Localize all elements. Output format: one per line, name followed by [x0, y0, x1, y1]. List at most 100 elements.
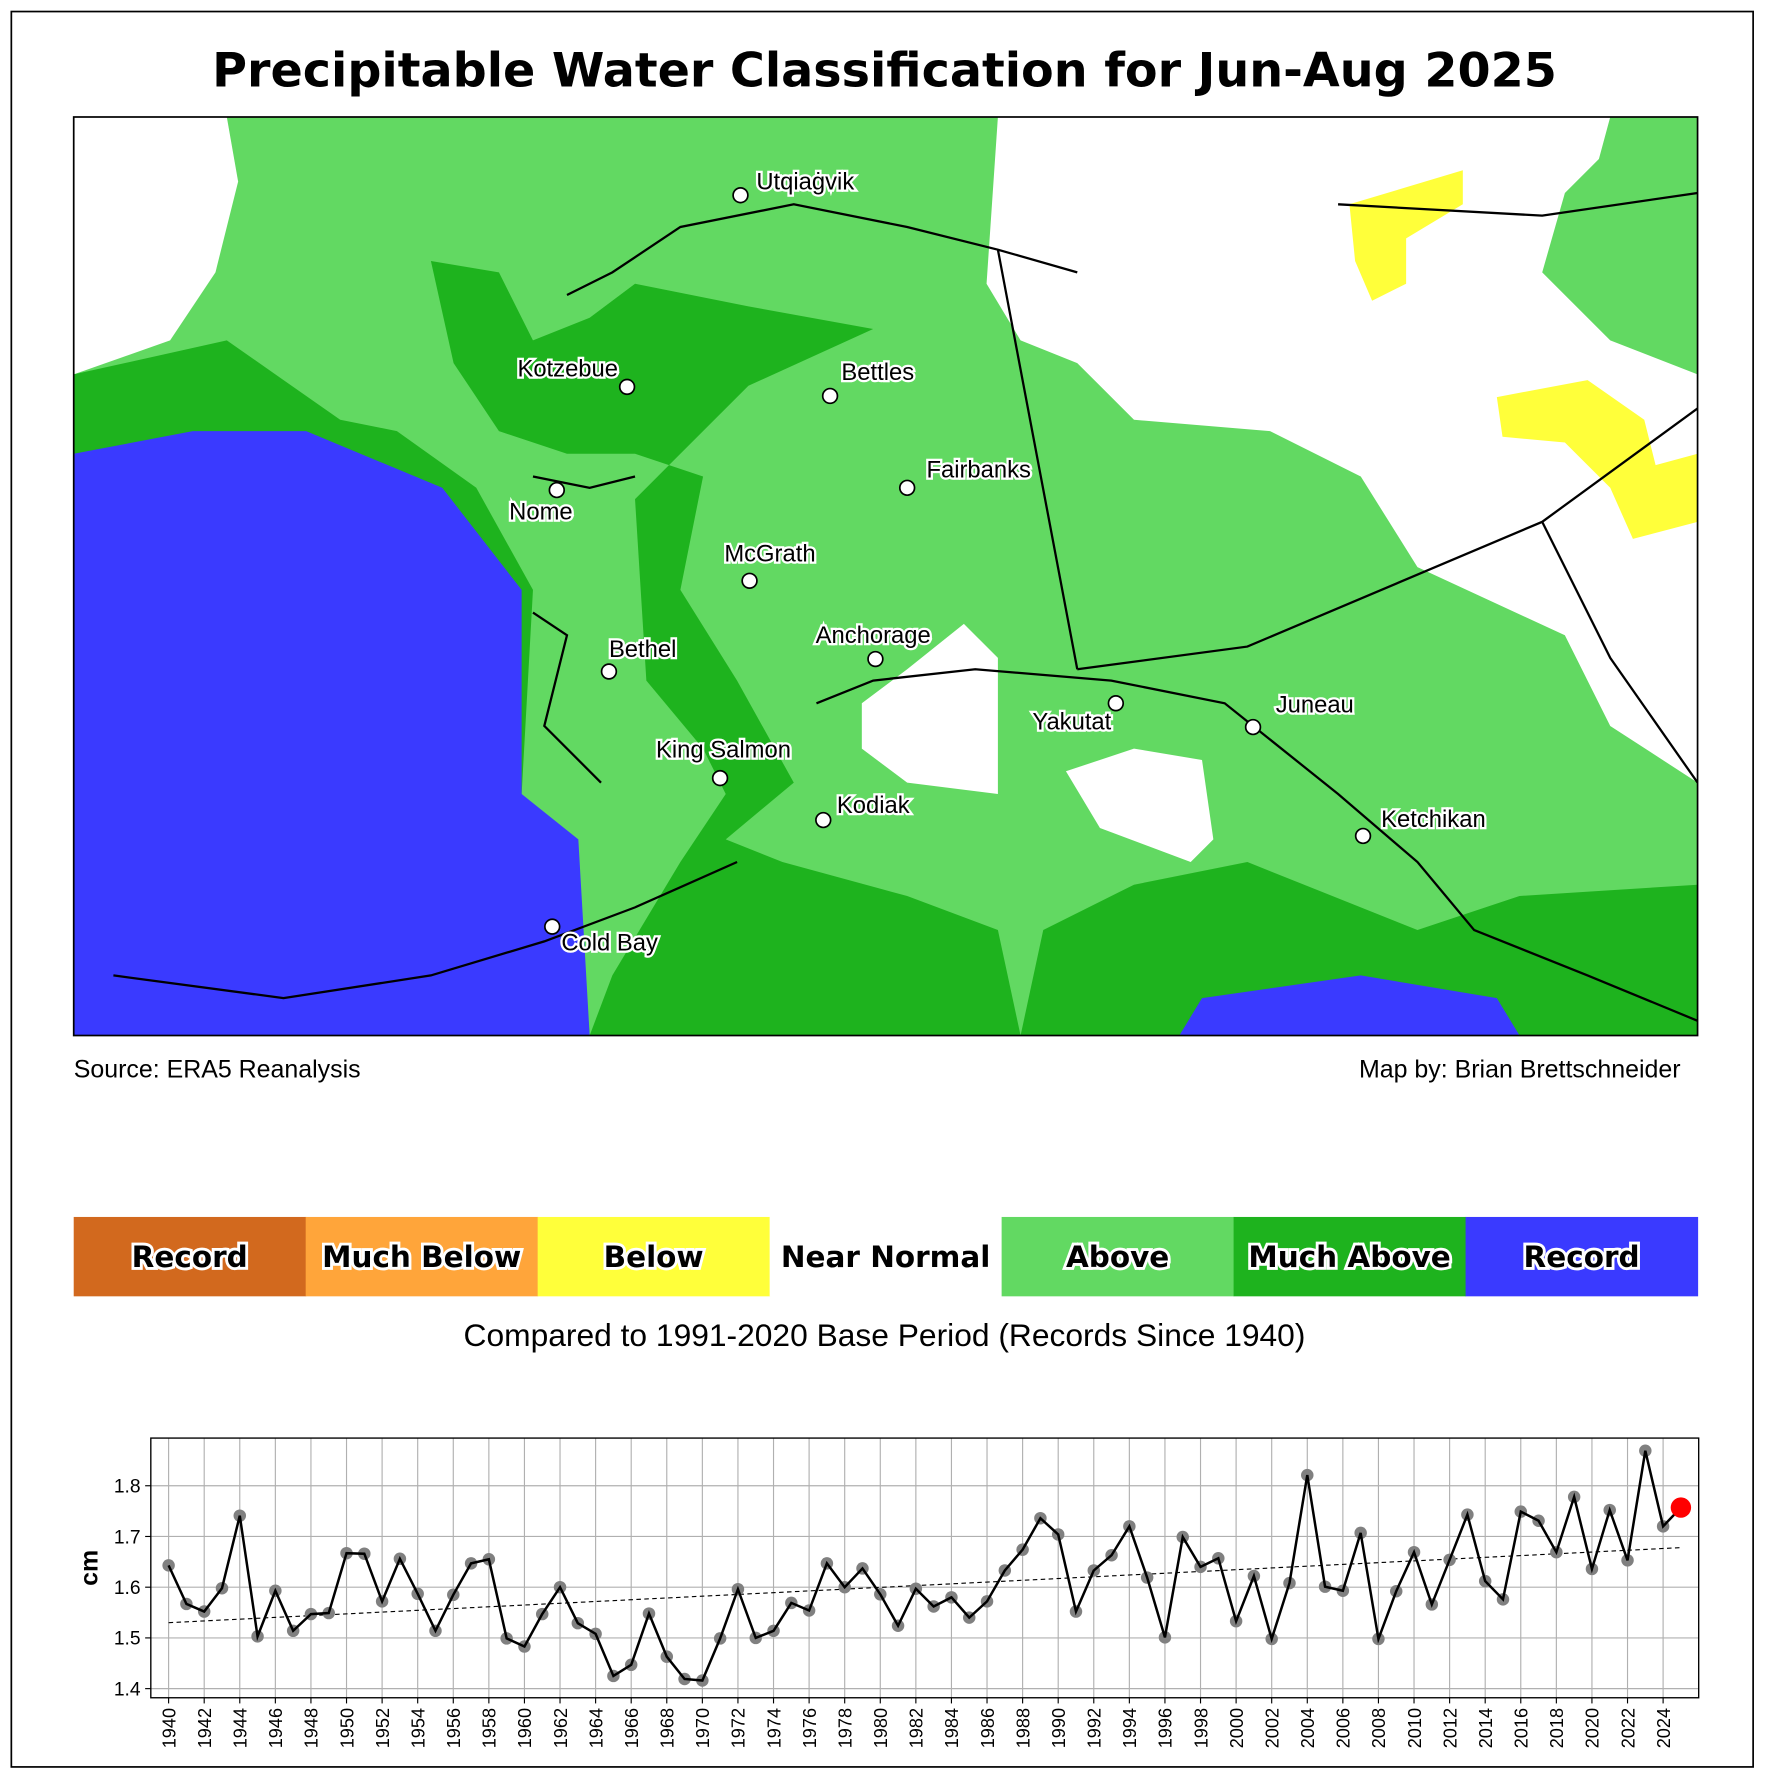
chart: 1.4 1.5 1.6 1.7 1.8 1940 1942 1944 1946 1948 1950 1…	[76, 1437, 1700, 1748]
city-label: Juneau	[1276, 691, 1354, 718]
legend-label: Above	[1066, 1240, 1169, 1274]
legend-swatch	[1001, 1216, 1235, 1297]
x-tick-label: 1998	[1191, 1708, 1211, 1748]
plot-frame	[150, 1437, 1700, 1699]
x-tick-label: 1944	[231, 1708, 251, 1748]
legend-swatch	[769, 1216, 1003, 1297]
x-tick-label: 2002	[1262, 1708, 1282, 1748]
x-tick-label: 1988	[1013, 1708, 1033, 1748]
x-tick-label: 1960	[515, 1708, 535, 1748]
x-tick-label: 1978	[835, 1708, 855, 1748]
y-tick-label: 1.7	[114, 1527, 141, 1548]
x-tick-label: 1964	[586, 1708, 606, 1748]
city-marker	[732, 187, 749, 204]
x-tick-label: 1974	[764, 1708, 784, 1748]
x-tick-label: 1994	[1120, 1708, 1140, 1748]
x-tick-label: 1986	[978, 1708, 998, 1748]
region	[1349, 170, 1463, 301]
region	[986, 116, 1698, 783]
region	[1179, 975, 1520, 1036]
credit: Map by: Brian Brettschneider	[1359, 1055, 1681, 1083]
x-tick-label: 2010	[1405, 1708, 1425, 1748]
x-tick-label: 1992	[1085, 1708, 1105, 1748]
x-tick-label: 2020	[1583, 1708, 1603, 1748]
trend-line	[168, 1547, 1681, 1624]
x-tick-label: 1952	[373, 1708, 393, 1748]
city-marker	[548, 481, 566, 499]
legend: Record Much Below Below Near Normal Above Muc…	[73, 1216, 1699, 1297]
x-tick-label: 1976	[800, 1708, 820, 1748]
city-label: Nome	[509, 499, 572, 526]
legend-label: Much Below	[322, 1240, 521, 1274]
legend-label: Much Above	[1248, 1240, 1450, 1274]
legend-swatch	[1233, 1216, 1467, 1297]
legend-label: Below	[604, 1240, 704, 1274]
legend-swatch	[305, 1216, 539, 1297]
region	[1065, 748, 1214, 863]
city-label: Yakutat	[1032, 708, 1111, 735]
x-tick-label: 2006	[1334, 1708, 1354, 1748]
x-tick-label: 2024	[1654, 1708, 1674, 1748]
x-tick-label: 2022	[1618, 1708, 1638, 1748]
map-frame	[72, 116, 1699, 1037]
legend-note: Compared to 1991-2020 Base Period (Recor…	[464, 1317, 1306, 1353]
city-label: Kotzebue	[517, 356, 618, 383]
city-marker	[544, 918, 561, 935]
x-tick-label: 1972	[729, 1708, 749, 1748]
legend-label: Record	[132, 1240, 248, 1274]
coastline	[113, 191, 1698, 1022]
legend-label: Near Normal	[781, 1240, 990, 1274]
city-label: King Salmon	[656, 737, 791, 764]
city-marker	[821, 387, 839, 405]
x-tick-label: 2004	[1298, 1708, 1318, 1748]
x-tick-label: 2000	[1227, 1708, 1247, 1748]
y-tick-label: 1.4	[114, 1679, 141, 1700]
y-tick-label: 1.6	[114, 1578, 141, 1599]
region	[73, 431, 590, 1036]
city-label: Fairbanks	[926, 457, 1031, 484]
x-tick-label: 1954	[408, 1708, 428, 1748]
highlight-point	[1670, 1497, 1692, 1518]
title: Precipitable Water Classification for Ju…	[212, 43, 1557, 98]
x-tick-label: 1982	[907, 1708, 927, 1748]
city-marker	[741, 572, 758, 590]
region	[73, 116, 239, 375]
city-marker	[867, 650, 884, 668]
series-line	[167, 1450, 1682, 1682]
city-label: Bettles	[841, 359, 914, 386]
x-tick-label: 1968	[658, 1708, 678, 1748]
city-marker	[898, 479, 916, 497]
x-tick-label: 2012	[1440, 1708, 1460, 1748]
map: Utqiaġvik Kotzebue Bettles Fairbanks Nome McG…	[72, 116, 1699, 1037]
region	[1020, 862, 1698, 1036]
city-label: Bethel	[609, 636, 676, 663]
x-tick-label: 1990	[1049, 1708, 1069, 1748]
city-marker	[1244, 718, 1262, 736]
x-tick-label: 1946	[266, 1708, 286, 1748]
x-tick-label: 1984	[942, 1708, 962, 1748]
region	[430, 261, 1021, 1036]
legend-label: Record	[1524, 1240, 1640, 1274]
x-tick-label: 1940	[159, 1708, 179, 1748]
x-tick-label: 1966	[622, 1708, 642, 1748]
region	[1496, 380, 1698, 539]
city-label: Cold Bay	[561, 929, 658, 956]
y-tick-label: 1.8	[114, 1477, 141, 1498]
city-label: Kodiak	[837, 792, 910, 819]
city-label: McGrath	[724, 541, 815, 568]
legend-swatch	[1465, 1216, 1699, 1297]
y-tick-label: 1.5	[114, 1629, 141, 1650]
x-tick-label: 2016	[1512, 1708, 1532, 1748]
x-tick-label: 1962	[551, 1708, 571, 1748]
city-label: Utqiaġvik	[756, 169, 854, 196]
city-marker	[618, 378, 636, 396]
region	[861, 623, 998, 794]
city-marker	[1107, 695, 1125, 712]
x-tick-label: 1996	[1156, 1708, 1176, 1748]
source: Source: ERA5 Reanalysis	[74, 1055, 361, 1083]
city-marker	[1354, 827, 1372, 845]
x-tick-label: 1956	[444, 1708, 464, 1748]
x-tick-label: 1970	[693, 1708, 713, 1748]
x-tick-label: 1942	[195, 1708, 215, 1748]
